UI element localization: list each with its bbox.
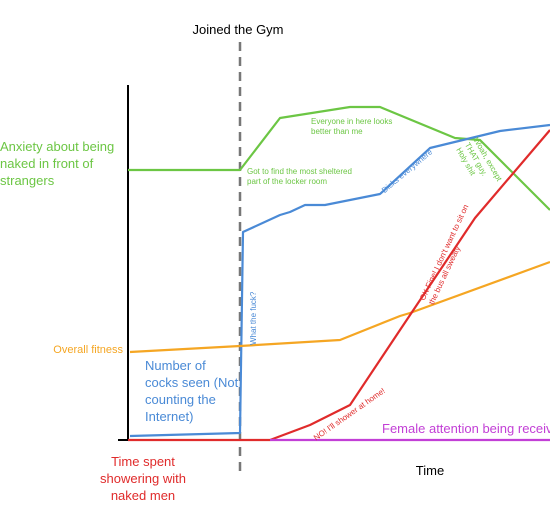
- annotation: Got to find the most sheltered part of t…: [247, 167, 352, 186]
- series-label: Number of cocks seen (Not counting the I…: [145, 358, 239, 424]
- series-line: [129, 123, 550, 438]
- series-label: Anxiety about being naked in front of st…: [0, 139, 115, 188]
- series-line: [128, 105, 550, 211]
- event-label: Joined the Gym: [192, 22, 283, 37]
- annotation: What the fuck?: [249, 291, 258, 345]
- x-axis-label: Time: [416, 463, 444, 478]
- series-line: [129, 260, 550, 354]
- series-label: Overall fitness: [53, 344, 123, 356]
- series-label: Female attention being received: [382, 421, 550, 436]
- series-label: Time spent showering with naked men: [100, 454, 186, 503]
- annotation: Everyone in here looks better than me: [311, 117, 393, 136]
